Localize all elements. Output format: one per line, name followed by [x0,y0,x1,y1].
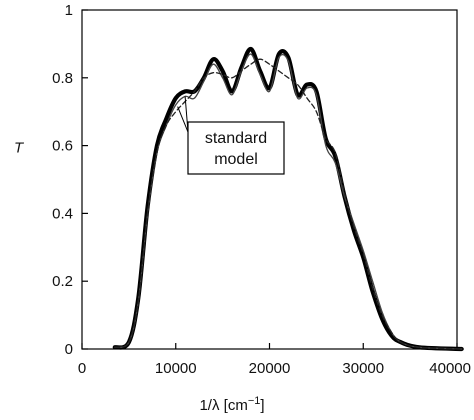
y-axis: 0 0.2 0.4 0.6 0.8 1 [52,2,88,358]
x-axis-label-end: ] [260,397,264,414]
x-tick-label: 20000 [249,360,291,377]
x-axis: 0 10000 20000 30000 40000 [78,343,471,377]
legend-box [187,121,285,175]
legend-label-standard: standard [205,130,267,147]
series-line-thin [114,53,463,350]
y-tick-label: 0.6 [52,138,73,155]
x-tick-label: 30000 [342,360,384,377]
legend-label-model: model [214,151,258,168]
y-tick-label: 0.8 [52,70,73,87]
series-line-dashed [114,58,463,350]
legend: standard model [177,96,285,175]
y-tick-label: 0 [65,341,73,358]
x-axis-label-sup: −1 [248,395,261,407]
y-axis-label: T [14,139,25,156]
legend-leader-line [177,106,189,133]
series-layer [112,46,464,352]
x-axis-label-main: 1/λ [cm [199,397,247,414]
x-tick-label: 0 [78,360,86,377]
x-tick-label: 40000 [429,360,471,377]
y-tick-label: 1 [65,2,73,19]
y-tick-label: 0.4 [52,205,73,222]
series-line-thick [112,46,464,352]
x-tick-label: 10000 [155,360,197,377]
x-axis-label: 1/λ [cm−1] [199,395,264,414]
y-tick-label: 0.2 [52,273,73,290]
